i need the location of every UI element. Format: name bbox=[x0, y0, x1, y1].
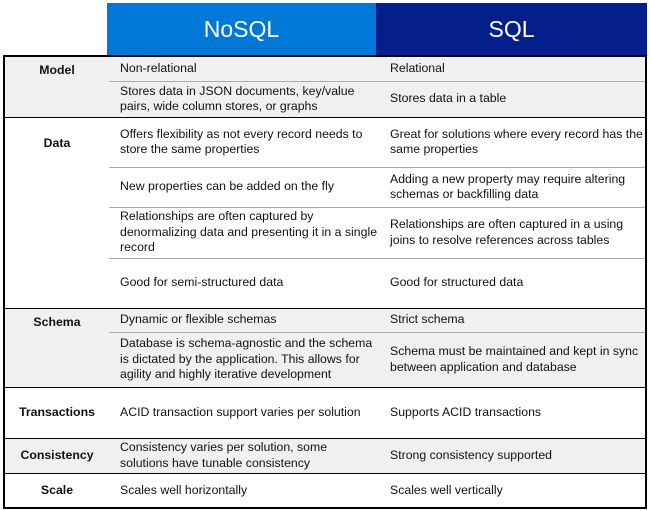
section-label: Transactions bbox=[4, 386, 109, 438]
section-label: Scale bbox=[4, 472, 109, 508]
nosql-cell: Relationships are often captured by deno… bbox=[109, 206, 379, 258]
nosql-cell: Consistency varies per solution, some so… bbox=[109, 437, 379, 473]
nosql-cell: Scales well horizontally bbox=[109, 472, 379, 508]
sql-cell: Stores data in a table bbox=[379, 80, 646, 117]
nosql-cell: Non-relational bbox=[109, 55, 379, 81]
nosql-cell: Stores data in JSON documents, key/value… bbox=[109, 80, 379, 117]
table-row: Model Non-relational Relational bbox=[4, 55, 646, 117]
table-row: Schema Dynamic or flexible schemas Strict … bbox=[4, 307, 646, 387]
table-row: Stores data in JSON documents, key/value… bbox=[4, 80, 646, 117]
sql-header: SQL bbox=[376, 3, 647, 55]
sql-cell: Supports ACID transactions bbox=[379, 386, 646, 438]
sql-cell: Relationships are often captured in a us… bbox=[379, 206, 646, 258]
table-row: New properties can be added on the fly Ad… bbox=[4, 166, 646, 207]
sql-cell: Strong consistency supported bbox=[379, 437, 646, 473]
section-label: Data bbox=[4, 116, 109, 308]
section-label: Consistency bbox=[4, 437, 109, 473]
table-row: Consistency Consistency varies per soluti… bbox=[4, 437, 646, 473]
sql-cell: Adding a new property may require alteri… bbox=[379, 166, 646, 207]
table-row: Good for semi-structured data Good for st… bbox=[4, 257, 646, 308]
table-row: Scale Scales well horizontally Scales well… bbox=[4, 472, 646, 508]
sql-cell: Scales well vertically bbox=[379, 472, 646, 508]
table-row: Relationships are often captured by deno… bbox=[4, 206, 646, 258]
sql-cell: Relational bbox=[379, 55, 646, 81]
section-label: Schema bbox=[4, 307, 109, 387]
sql-cell: Schema must be maintained and kept in sy… bbox=[379, 331, 646, 387]
table-row: Data Offers flexibility as not every reco… bbox=[4, 116, 646, 308]
nosql-header: NoSQL bbox=[107, 3, 376, 55]
nosql-cell: Good for semi-structured data bbox=[109, 257, 379, 308]
table-row: Transactions ACID transaction support var… bbox=[4, 386, 646, 438]
sql-cell: Good for structured data bbox=[379, 257, 646, 308]
comparison-table: Model Non-relational Relational Stores data… bbox=[3, 55, 647, 509]
nosql-cell: Database is schema-agnostic and the sche… bbox=[109, 331, 379, 387]
nosql-cell: Dynamic or flexible schemas bbox=[109, 307, 379, 332]
sql-cell: Great for solutions where every record h… bbox=[379, 116, 646, 167]
nosql-cell: New properties can be added on the fly bbox=[109, 166, 379, 207]
table-row: Database is schema-agnostic and the sche… bbox=[4, 331, 646, 387]
nosql-cell: ACID transaction support varies per solu… bbox=[109, 386, 379, 438]
section-label: Model bbox=[4, 55, 109, 117]
sql-cell: Strict schema bbox=[379, 307, 646, 332]
nosql-cell: Offers flexibility as not every record n… bbox=[109, 116, 379, 167]
